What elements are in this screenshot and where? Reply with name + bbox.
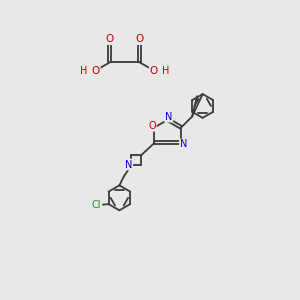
Text: O: O (148, 121, 156, 131)
Text: O: O (150, 66, 158, 76)
Text: Cl: Cl (92, 200, 101, 210)
Text: O: O (92, 66, 100, 76)
Text: N: N (125, 160, 132, 170)
Text: N: N (165, 112, 172, 122)
Text: H: H (162, 66, 169, 76)
Text: H: H (80, 66, 87, 76)
Text: O: O (136, 34, 144, 44)
Text: N: N (180, 140, 187, 149)
Text: O: O (106, 34, 114, 44)
